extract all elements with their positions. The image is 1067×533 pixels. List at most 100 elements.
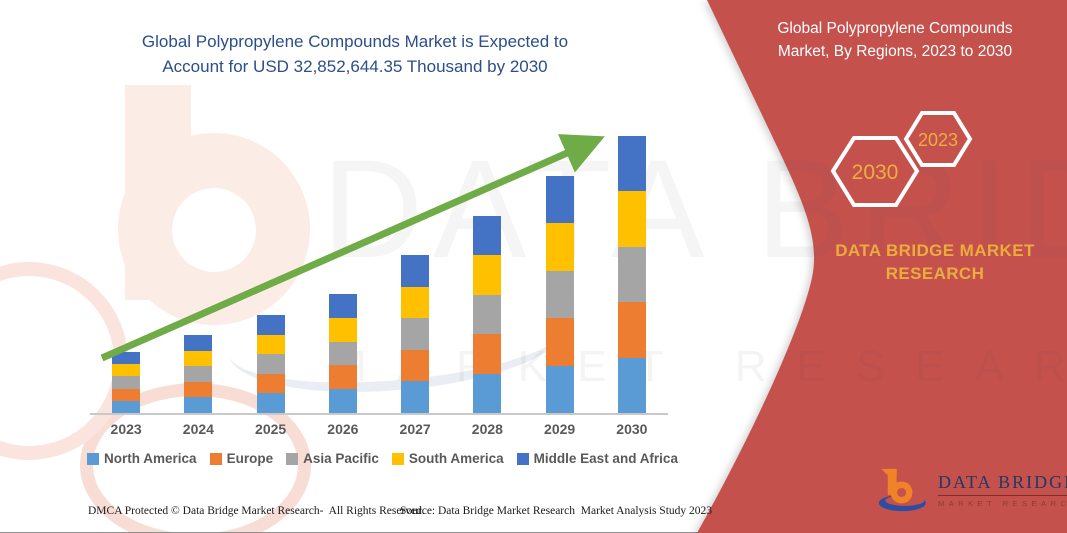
bar-segment <box>328 317 357 342</box>
bar-segment <box>545 365 574 413</box>
bar-segment <box>112 388 141 401</box>
x-axis-label: 2027 <box>399 421 431 437</box>
x-axis-label: 2024 <box>182 421 214 437</box>
red-side-panel <box>697 0 1067 533</box>
bar-segment <box>545 318 574 366</box>
bar-segment <box>256 315 285 335</box>
bar-stack <box>256 315 285 413</box>
x-axis-label: 2029 <box>544 421 576 437</box>
bar-segment <box>401 381 430 413</box>
bar-segment <box>617 357 646 413</box>
bar-segment <box>112 400 141 413</box>
bar-segment <box>256 393 285 413</box>
bar-2030 <box>596 136 668 413</box>
legend-swatch-icon <box>391 452 404 465</box>
bar-segment <box>256 373 285 394</box>
bar-segment <box>401 255 430 287</box>
bar-stack <box>401 255 430 413</box>
databridge-logo: DATA BRIDGE MARKET RESEARCH <box>878 462 1067 518</box>
bar-segment <box>473 373 502 413</box>
bar-2028 <box>451 136 523 413</box>
bar-segment <box>184 350 213 367</box>
legend-swatch-icon <box>516 452 529 465</box>
bar-segment <box>401 318 430 350</box>
logo-b-hook <box>881 468 897 475</box>
bar-segment <box>617 136 646 192</box>
bar-2027 <box>379 136 451 413</box>
bar-2023 <box>90 136 162 413</box>
bar-segment <box>112 364 141 377</box>
hexagon-2030 <box>830 136 920 207</box>
bar-segment <box>473 294 502 335</box>
bar-segment <box>401 286 430 319</box>
bar-segment <box>401 349 430 382</box>
year-hexagons: 2023 2030 <box>830 111 973 207</box>
x-axis-label: 2030 <box>616 421 648 437</box>
hexagon-2030-label: 2030 <box>852 161 899 184</box>
bar-segment <box>184 366 213 382</box>
bar-segment <box>328 365 357 390</box>
logo-text-block: DATA BRIDGE MARKET RESEARCH <box>938 462 1067 508</box>
x-axis-label: 2026 <box>327 421 359 437</box>
chart-legend: North America Europe Asia Pacific South Ame… <box>87 451 678 466</box>
bar-2024 <box>162 136 234 413</box>
legend-swatch-icon <box>286 452 299 465</box>
legend-label: North America <box>104 451 197 466</box>
bar-segment <box>617 246 646 303</box>
bar-segment <box>184 335 213 351</box>
legend-swatch-icon <box>87 452 100 465</box>
legend-label: South America <box>408 451 504 466</box>
logo-sub-text: MARKET RESEARCH <box>938 499 1067 508</box>
bar-segment <box>256 354 285 374</box>
hexagon-2023 <box>903 111 973 167</box>
legend-item: South America <box>391 451 504 466</box>
hexagon-2023-label: 2023 <box>918 130 958 150</box>
bar-segment <box>256 334 285 355</box>
bar-stack <box>545 176 574 413</box>
legend-swatch-icon <box>209 452 222 465</box>
bar-segment <box>545 176 574 224</box>
x-axis-label: 2028 <box>471 421 503 437</box>
bar-segment <box>473 334 502 374</box>
legend-label: Asia Pacific <box>303 451 379 466</box>
bar-segment <box>473 255 502 295</box>
bar-stack <box>184 335 213 413</box>
bar-stack <box>473 216 502 413</box>
bar-segment <box>184 381 213 398</box>
logo-b-bowl-hole <box>897 487 907 497</box>
bar-stack <box>328 294 357 413</box>
legend-item: Europe <box>209 451 274 466</box>
side-panel-title: Global Polypropylene Compounds Market, B… <box>777 20 1013 61</box>
bar-segment <box>328 389 357 413</box>
bar-stack <box>112 352 141 413</box>
bar-segment <box>473 216 502 256</box>
bar-segment <box>328 341 357 366</box>
legend-item: Asia Pacific <box>286 451 379 466</box>
legend-item: Middle East and Africa <box>516 451 678 466</box>
bar-segment <box>112 376 141 389</box>
x-axis-labels: 2023 2024 2025 2026 2027 2028 2029 2030 <box>90 421 668 437</box>
bar-2025 <box>235 136 307 413</box>
bar-segment <box>545 270 574 319</box>
x-axis-label: 2023 <box>110 421 142 437</box>
legend-item: North America <box>87 451 197 466</box>
bar-2029 <box>524 136 596 413</box>
bar-segment <box>545 223 574 271</box>
bar-2026 <box>307 136 379 413</box>
footer-dmca-text: DMCA Protected © Data Bridge Market Rese… <box>88 505 425 517</box>
legend-label: Europe <box>226 451 274 466</box>
x-axis-label: 2025 <box>255 421 287 437</box>
logo-name-text: DATA BRIDGE <box>938 472 1067 496</box>
legend-label: Middle East and Africa <box>533 451 678 466</box>
bar-segment <box>184 397 213 413</box>
databridge-logo-icon <box>878 468 926 512</box>
footer-source-text: Source: Data Bridge Market Research Mark… <box>400 505 713 517</box>
chart-title: Global Polypropylene Compounds Market is… <box>141 32 569 76</box>
bar-stack <box>617 136 646 413</box>
brand-text: DATA BRIDGE MARKET RESEARCH <box>835 241 1035 283</box>
bar-segment <box>617 191 646 247</box>
bar-segment <box>112 352 141 365</box>
bar-segment <box>328 294 357 318</box>
bar-chart-plot-area <box>90 136 668 415</box>
